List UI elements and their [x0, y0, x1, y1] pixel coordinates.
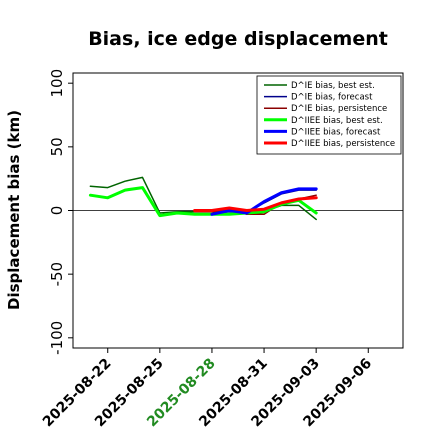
legend-label: D^IIEE bias, persistence	[291, 139, 395, 149]
y-tick-label: -50	[48, 262, 66, 287]
y-tick-label: -100	[48, 321, 66, 355]
y-axis-label: Displacement bias (km)	[5, 110, 23, 310]
chart-title: Bias, ice edge displacement	[88, 28, 388, 50]
legend-label: D^IE bias, forecast	[291, 93, 373, 103]
y-tick-label: 0	[48, 206, 66, 216]
legend-box	[256, 75, 402, 155]
series-line	[193, 196, 318, 212]
legend-label: D^IIEE bias, best est.	[291, 116, 383, 126]
legend-label: D^IE bias, best est.	[291, 81, 375, 91]
legend-label: D^IIEE bias, forecast	[291, 127, 381, 137]
legend-label: D^IE bias, persistence	[291, 104, 387, 114]
series-line	[210, 187, 318, 216]
y-tick-label: 100	[48, 69, 66, 98]
y-tick-label: 50	[48, 137, 66, 156]
